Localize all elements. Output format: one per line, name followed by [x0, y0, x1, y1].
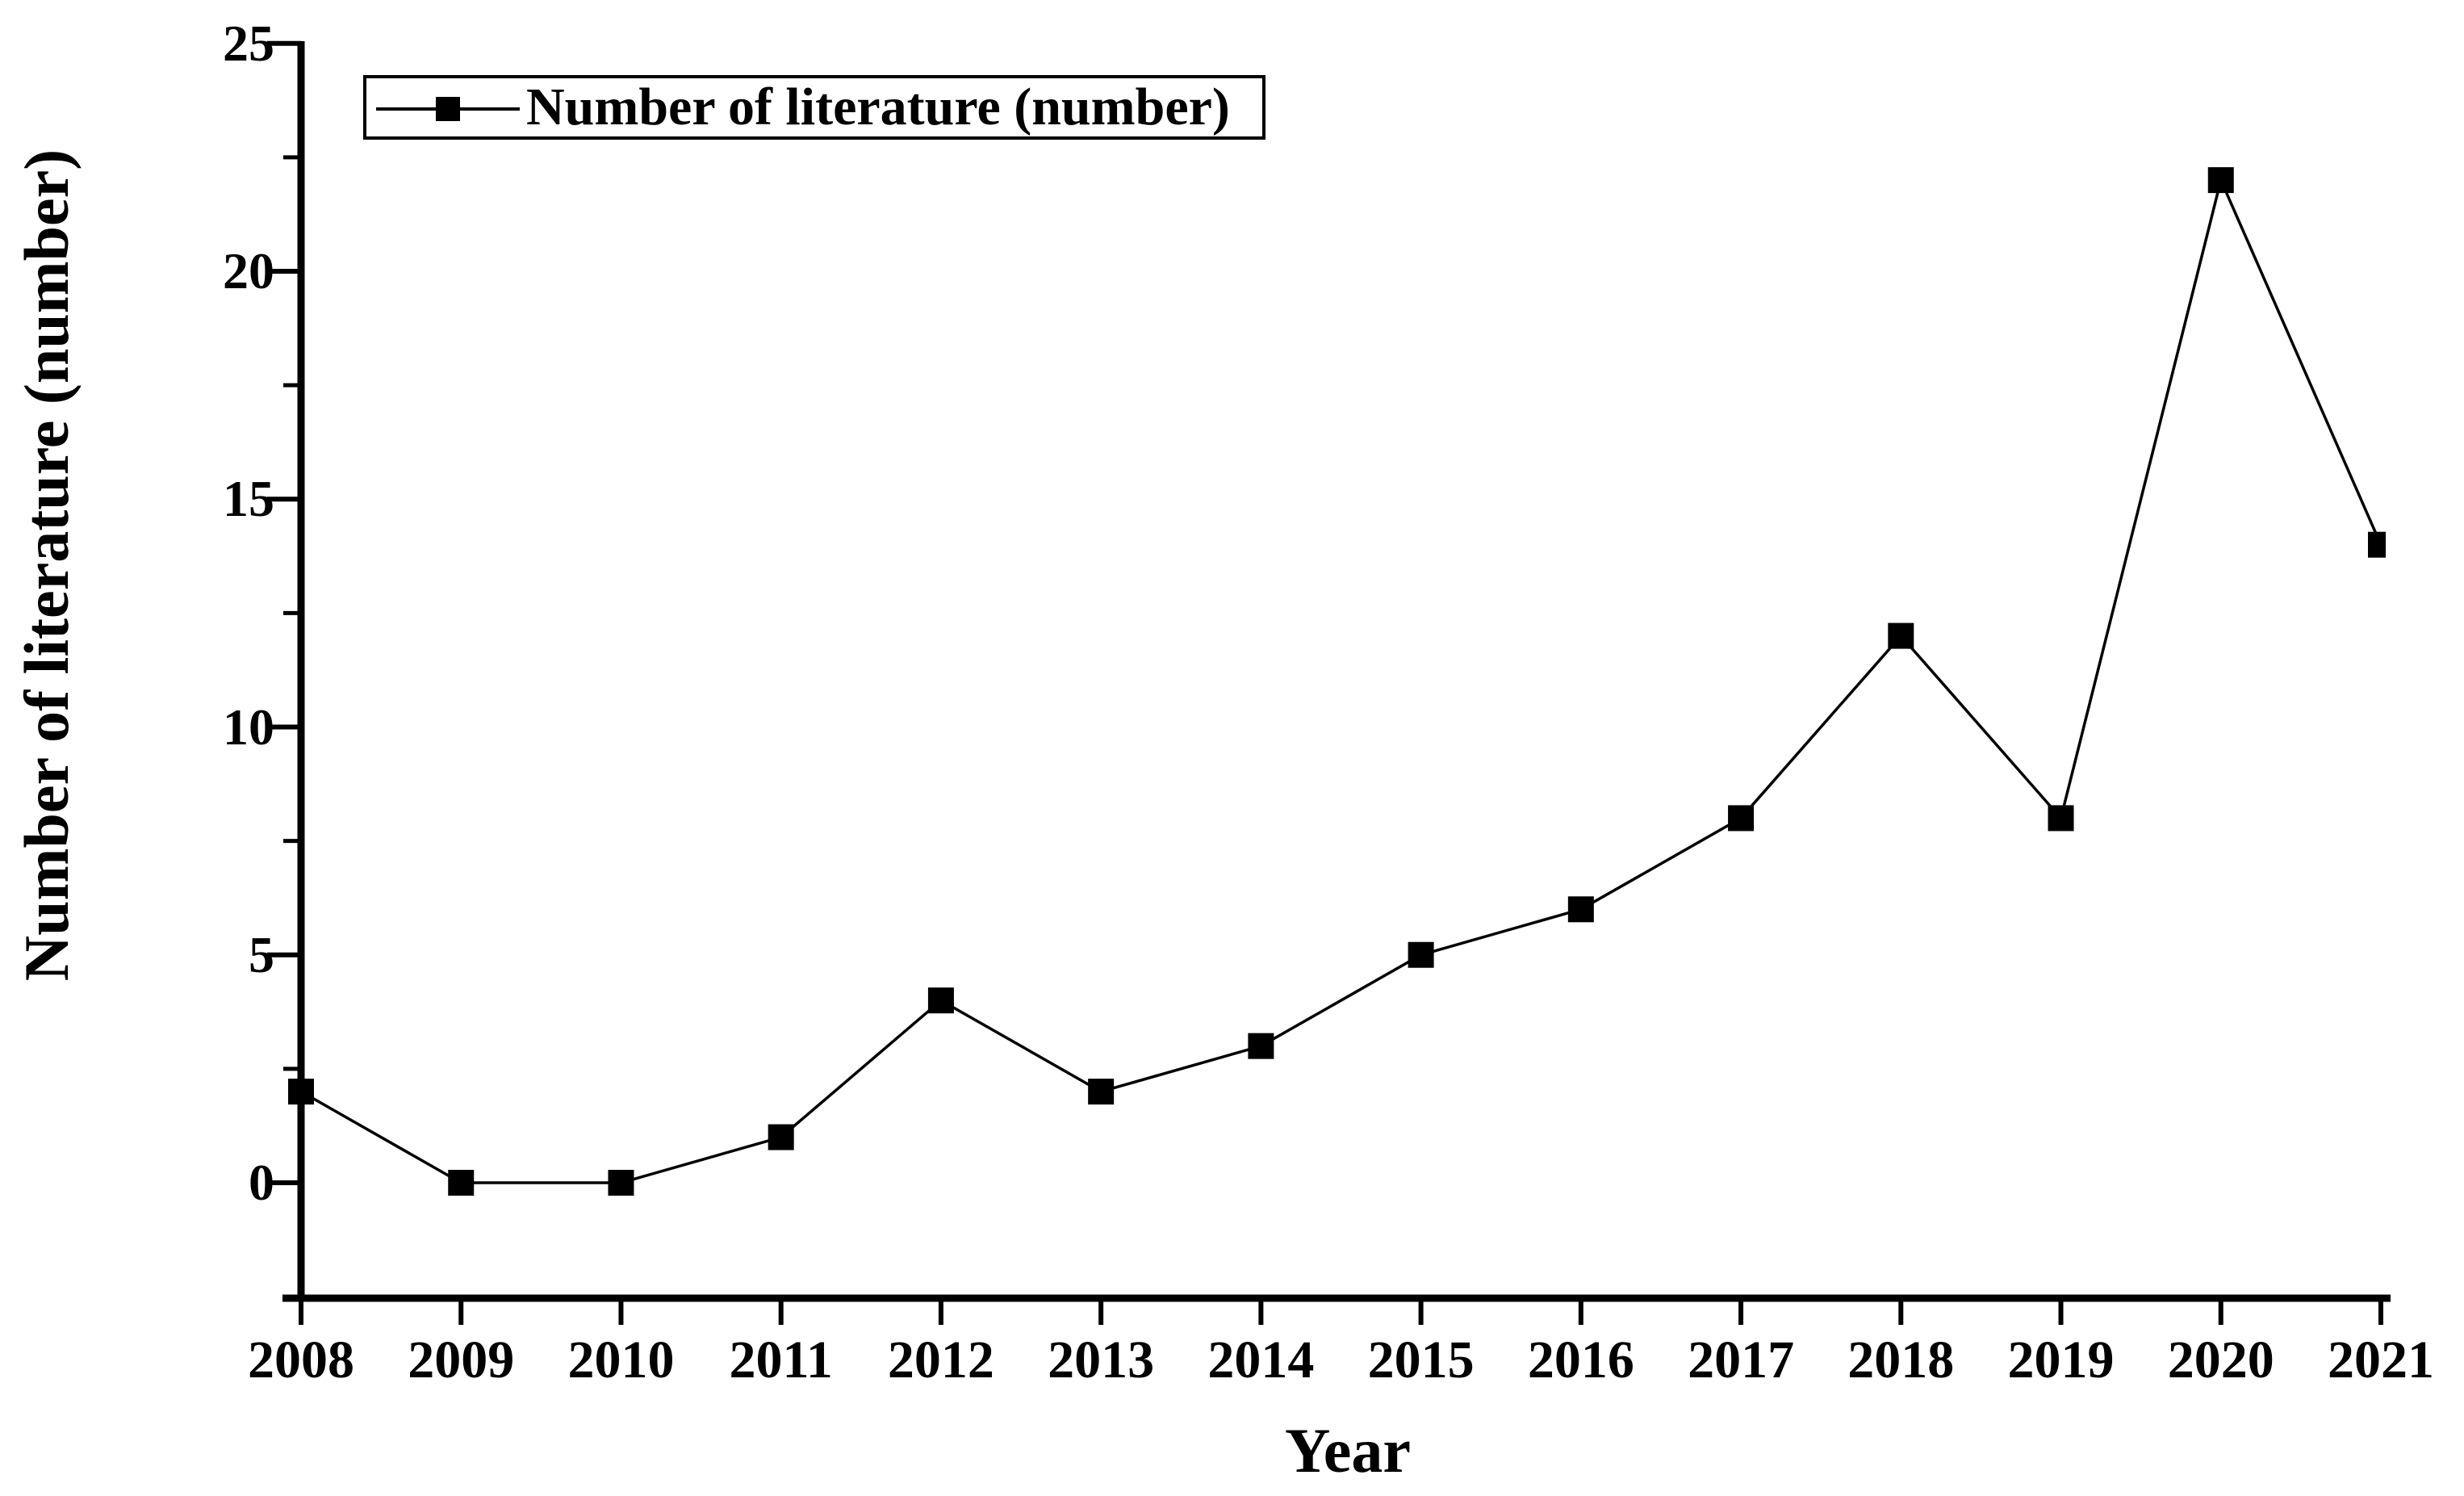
legend-label: Number of literature (number)	[526, 78, 1230, 136]
x-tick-label: 2017	[1688, 1330, 1795, 1389]
x-tick-label: 2019	[2007, 1330, 2115, 1389]
data-point-marker	[2207, 167, 2234, 194]
y-tick-label: 20	[223, 242, 274, 300]
data-point-marker	[1248, 1033, 1274, 1059]
x-tick-label: 2013	[1048, 1330, 1155, 1389]
y-tick-label: 10	[223, 698, 274, 756]
legend-square-marker	[436, 97, 460, 121]
data-point-marker	[1888, 622, 1914, 649]
y-tick-label: 25	[223, 14, 274, 72]
data-point-marker	[1567, 896, 1594, 923]
x-tick-label: 2012	[887, 1330, 994, 1389]
data-point-marker	[1728, 805, 1755, 832]
x-tick-label: 2009	[408, 1330, 515, 1389]
data-point-marker	[2367, 531, 2386, 558]
x-tick-label: 2008	[248, 1330, 354, 1389]
x-tick-label: 2011	[729, 1330, 833, 1389]
data-point-marker	[448, 1170, 475, 1196]
y-tick-label: 5	[249, 925, 274, 983]
x-tick-label: 2015	[1367, 1330, 1475, 1389]
legend-marker-icon	[376, 97, 520, 121]
data-point-marker	[1408, 941, 1434, 968]
data-point-marker	[768, 1124, 794, 1150]
x-tick-label: 2014	[1207, 1330, 1315, 1389]
x-tick-label: 2010	[567, 1330, 675, 1389]
y-tick-label: 0	[249, 1154, 274, 1211]
y-tick-label: 15	[223, 470, 274, 528]
data-point-marker	[288, 1079, 314, 1105]
data-line	[300, 175, 2382, 1184]
x-tick-label: 2021	[2327, 1330, 2434, 1389]
x-tick-label: 2018	[1847, 1330, 1955, 1389]
x-axis-title: Year	[1285, 1415, 1411, 1486]
data-point-marker	[927, 987, 954, 1014]
data-point-marker	[1088, 1079, 1115, 1105]
data-point-marker	[2048, 805, 2074, 832]
data-point-marker	[608, 1170, 634, 1196]
legend: Number of literature (number)	[363, 75, 1265, 140]
x-tick-label: 2020	[2167, 1330, 2274, 1389]
x-tick-label: 2016	[1527, 1330, 1634, 1389]
